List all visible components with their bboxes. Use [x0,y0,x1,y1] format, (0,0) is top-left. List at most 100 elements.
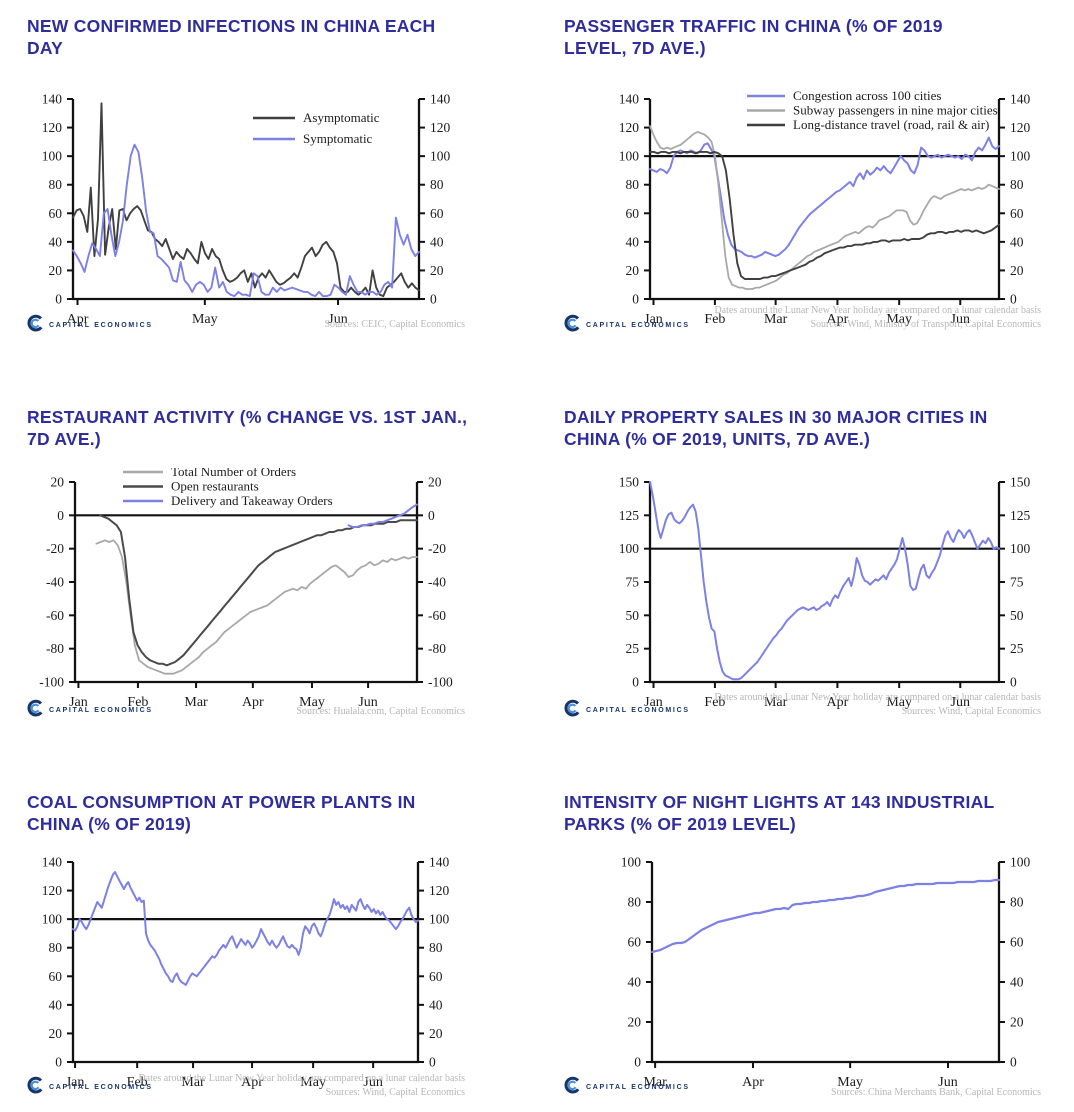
chart-title-restaurant-activity: RESTAURANT ACTIVITY (% CHANGE VS. 1ST JA… [27,407,468,450]
svg-text:0: 0 [428,508,435,523]
svg-text:40: 40 [628,975,642,990]
capital-economics-c-icon [563,699,581,722]
svg-text:40: 40 [1010,234,1024,249]
panel-new-infections: NEW CONFIRMED INFECTIONS IN CHINA EACH D… [0,0,537,370]
svg-text:20: 20 [1010,1015,1024,1030]
svg-text:140: 140 [429,855,450,870]
svg-text:20: 20 [51,475,65,490]
svg-text:Feb: Feb [127,1075,148,1090]
svg-text:0: 0 [1010,1055,1017,1070]
svg-text:Apr: Apr [241,1075,263,1090]
capital-economics-logo: CAPITAL ECONOMICS [26,314,153,337]
svg-text:120: 120 [42,883,63,898]
capital-economics-logo-text: CAPITAL ECONOMICS [49,707,153,714]
svg-text:75: 75 [626,575,640,590]
svg-text:100: 100 [1010,541,1031,556]
svg-text:100: 100 [1010,149,1031,164]
svg-text:100: 100 [430,149,451,164]
svg-text:75: 75 [1010,575,1024,590]
svg-text:150: 150 [619,475,640,490]
svg-text:Jan: Jan [644,695,663,710]
svg-text:125: 125 [619,508,640,523]
svg-text:Jan: Jan [66,1075,85,1090]
svg-text:40: 40 [429,997,443,1012]
svg-text:80: 80 [1010,177,1024,192]
capital-economics-c-icon [26,314,44,337]
svg-text:20: 20 [428,475,442,490]
svg-text:Jun: Jun [951,312,970,327]
svg-text:-80: -80 [46,641,64,656]
svg-text:Apr: Apr [742,1075,764,1090]
svg-text:40: 40 [49,234,63,249]
svg-text:25: 25 [1010,641,1024,656]
svg-text:May: May [300,1075,326,1090]
svg-text:-20: -20 [428,541,446,556]
svg-text:40: 40 [430,234,444,249]
panel-passenger-traffic: PASSENGER TRAFFIC IN CHINA (% OF 2019 LE… [537,0,1074,370]
capital-economics-c-icon [26,1076,44,1099]
svg-text:40: 40 [49,997,63,1012]
chart-title-passenger-traffic: PASSENGER TRAFFIC IN CHINA (% OF 2019 LE… [564,16,943,59]
capital-economics-logo: CAPITAL ECONOMICS [26,1076,153,1099]
svg-text:80: 80 [429,940,443,955]
svg-text:Delivery and Takeaway Orders: Delivery and Takeaway Orders [171,493,333,508]
capital-economics-logo: CAPITAL ECONOMICS [563,314,690,337]
svg-text:140: 140 [1010,92,1031,107]
svg-text:80: 80 [49,177,63,192]
svg-text:20: 20 [626,263,640,278]
svg-text:120: 120 [430,120,451,135]
svg-text:Mar: Mar [181,1075,205,1090]
panel-night-lights: INTENSITY OF NIGHT LIGHTS AT 143 INDUSTR… [537,740,1074,1112]
svg-text:Apr: Apr [242,695,264,710]
night-lights-chart: 0 0 20 20 40 40 60 60 80 80 100 100 Mar Apr May Jun [621,855,1031,1091]
svg-text:0: 0 [55,1055,62,1070]
svg-text:140: 140 [430,92,451,107]
svg-text:60: 60 [1010,206,1024,221]
svg-text:20: 20 [1010,263,1024,278]
passenger-traffic-chart: 0 0 20 20 40 40 60 60 80 80 100 100 120 120 140 140 Jan F… [619,88,1031,327]
svg-text:60: 60 [1010,935,1024,950]
svg-text:125: 125 [1010,508,1031,523]
svg-text:80: 80 [1010,895,1024,910]
svg-text:20: 20 [628,1015,642,1030]
svg-text:Open restaurants: Open restaurants [171,479,259,494]
chart-title-night-lights: INTENSITY OF NIGHT LIGHTS AT 143 INDUSTR… [564,792,995,835]
svg-text:Feb: Feb [127,695,148,710]
svg-text:100: 100 [42,912,63,927]
sources-note: Sources: Hualala.com, Capital Economics [296,706,465,717]
svg-text:0: 0 [632,292,639,307]
capital-economics-c-icon [563,1076,581,1099]
svg-text:Symptomatic: Symptomatic [303,131,373,146]
svg-text:-40: -40 [428,575,446,590]
svg-text:Congestion across 100 cities: Congestion across 100 cities [793,88,941,103]
svg-text:120: 120 [42,120,63,135]
svg-text:40: 40 [626,234,640,249]
new-infections-chart: 0 0 20 20 40 40 60 60 80 80 100 100 120 120 140 140 Apr M… [42,92,451,328]
svg-text:Mar: Mar [764,312,788,327]
svg-text:100: 100 [429,912,450,927]
svg-text:0: 0 [429,1055,436,1070]
capital-economics-c-icon [563,314,581,337]
svg-text:50: 50 [626,608,640,623]
svg-text:40: 40 [1010,975,1024,990]
capital-economics-logo: CAPITAL ECONOMICS [563,1076,690,1099]
svg-text:Jun: Jun [328,312,347,327]
svg-text:120: 120 [1010,120,1031,135]
svg-text:100: 100 [1010,855,1031,870]
sources-note: Sources: CEIC, Capital Economics [324,319,465,330]
svg-text:80: 80 [628,895,642,910]
svg-text:Apr: Apr [67,312,89,327]
svg-text:100: 100 [619,149,640,164]
svg-text:150: 150 [1010,475,1031,490]
svg-text:Jun: Jun [951,695,970,710]
svg-text:20: 20 [429,1026,443,1041]
svg-text:60: 60 [628,935,642,950]
svg-text:-80: -80 [428,641,446,656]
svg-text:100: 100 [619,541,640,556]
svg-text:Jan: Jan [644,312,663,327]
capital-economics-logo-text: CAPITAL ECONOMICS [586,322,690,329]
svg-text:60: 60 [430,206,444,221]
svg-text:60: 60 [49,969,63,984]
svg-text:0: 0 [1010,292,1017,307]
svg-text:-20: -20 [46,541,64,556]
